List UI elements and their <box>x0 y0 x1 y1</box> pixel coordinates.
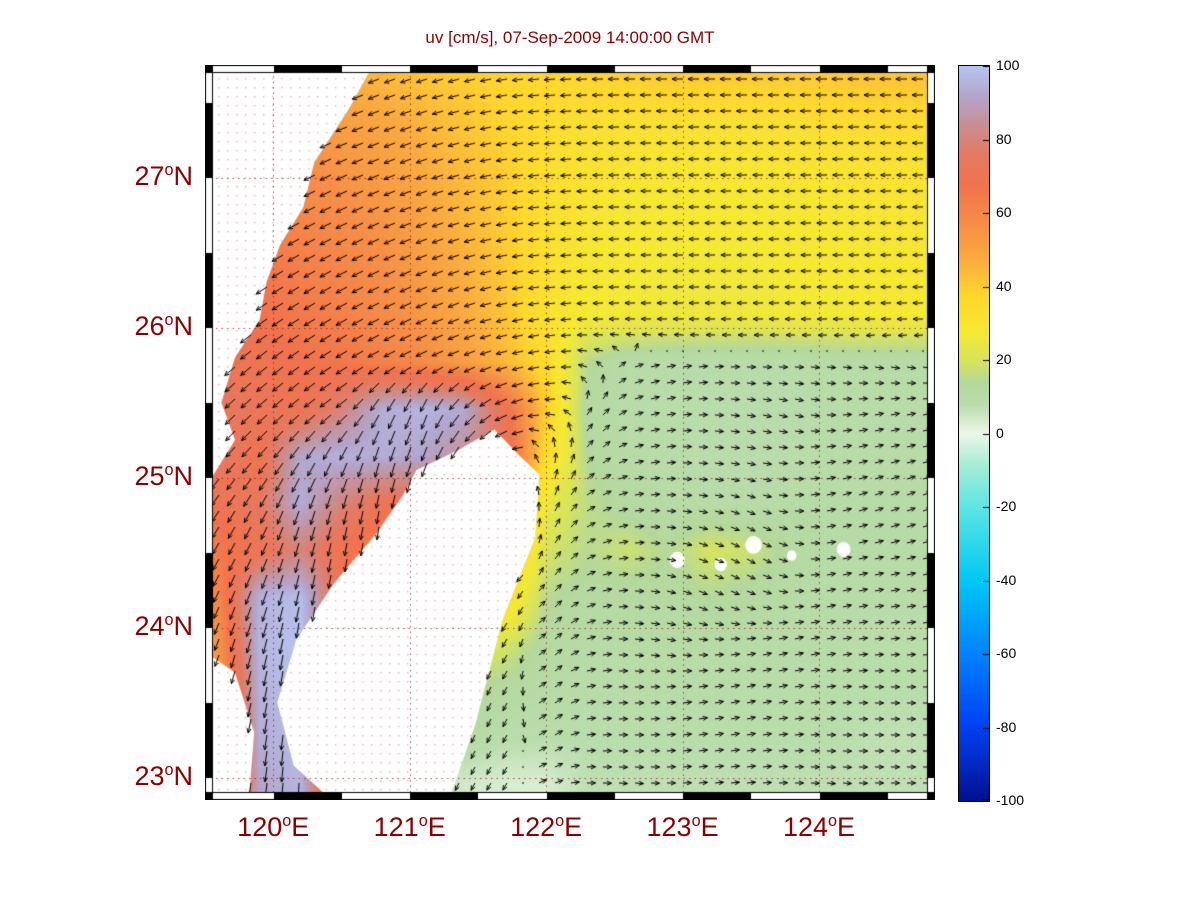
colorbar-tick-label: 60 <box>996 204 1012 220</box>
colorbar-tick-label: -80 <box>996 718 1017 735</box>
colorbar-tick-label: 100 <box>996 57 1020 73</box>
colorbar <box>958 65 990 802</box>
colorbar-tick-label: 0 <box>996 424 1004 441</box>
colorbar-tick-label: 80 <box>996 130 1012 147</box>
colorbar-tick-label: -100 <box>996 792 1025 808</box>
x-tick-label: 122oE <box>510 812 583 842</box>
y-tick-label: 24oN <box>134 610 193 641</box>
y-tick-label: 26oN <box>134 310 193 341</box>
y-tick-label: 23oN <box>134 760 193 791</box>
colorbar-tick-label: -40 <box>996 571 1017 588</box>
x-tick-label: 124oE <box>782 812 856 842</box>
plot-title: uv [cm/s], 07-Sep-2009 14:00:00 GMT <box>425 28 715 47</box>
colorbar-tick-label: -20 <box>996 498 1017 514</box>
map-canvas <box>205 65 935 800</box>
colorbar-tick-label: 40 <box>996 277 1012 294</box>
x-tick-label: 121oE <box>373 812 446 842</box>
x-tick-label: 123oE <box>646 812 719 842</box>
y-tick-label: 25oN <box>134 460 193 491</box>
colorbar-tick-label: -60 <box>996 645 1017 661</box>
x-tick-label: 120oE <box>237 812 310 842</box>
y-tick-label: 27oN <box>134 160 193 191</box>
colorbar-tick-label: 20 <box>996 351 1012 367</box>
plot-area <box>205 65 935 800</box>
colorbar-canvas <box>959 66 989 801</box>
